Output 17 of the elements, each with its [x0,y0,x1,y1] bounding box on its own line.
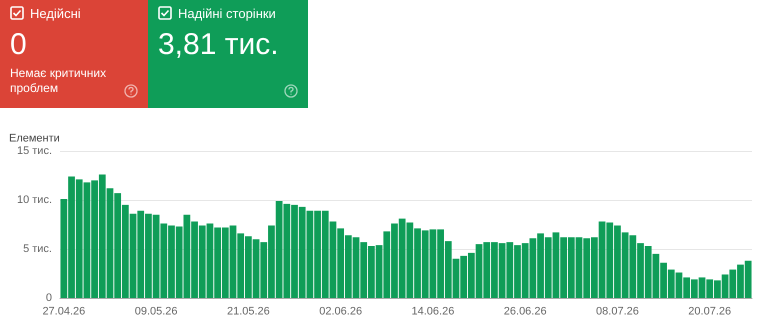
y-tick-label: 10 тис. [16,194,52,206]
x-tick-label: 14.06.26 [411,306,454,318]
y-tick-label: 5 тис. [23,243,52,255]
x-tick-label: 20.07.26 [688,306,732,318]
x-tick-label: 27.04.26 [42,306,86,318]
text: Недійсні [29,5,82,23]
y-tick-label: 15 тис. [16,145,52,157]
x-tick-label: 08.07.26 [596,306,639,318]
y-tick-label: 0 [46,292,52,304]
x-tick-label: 02.06.26 [319,306,362,318]
text: Немає критичних проблем [10,66,108,96]
text: 3,81 тис. [158,27,280,63]
x-tick-label: 26.06.26 [504,306,547,318]
y-axis-title: Елементи [9,132,60,144]
x-tick-label: 09.05.26 [134,306,178,318]
text: Надійні сторінки [177,5,277,23]
x-tick-label: 21.05.26 [226,306,270,318]
